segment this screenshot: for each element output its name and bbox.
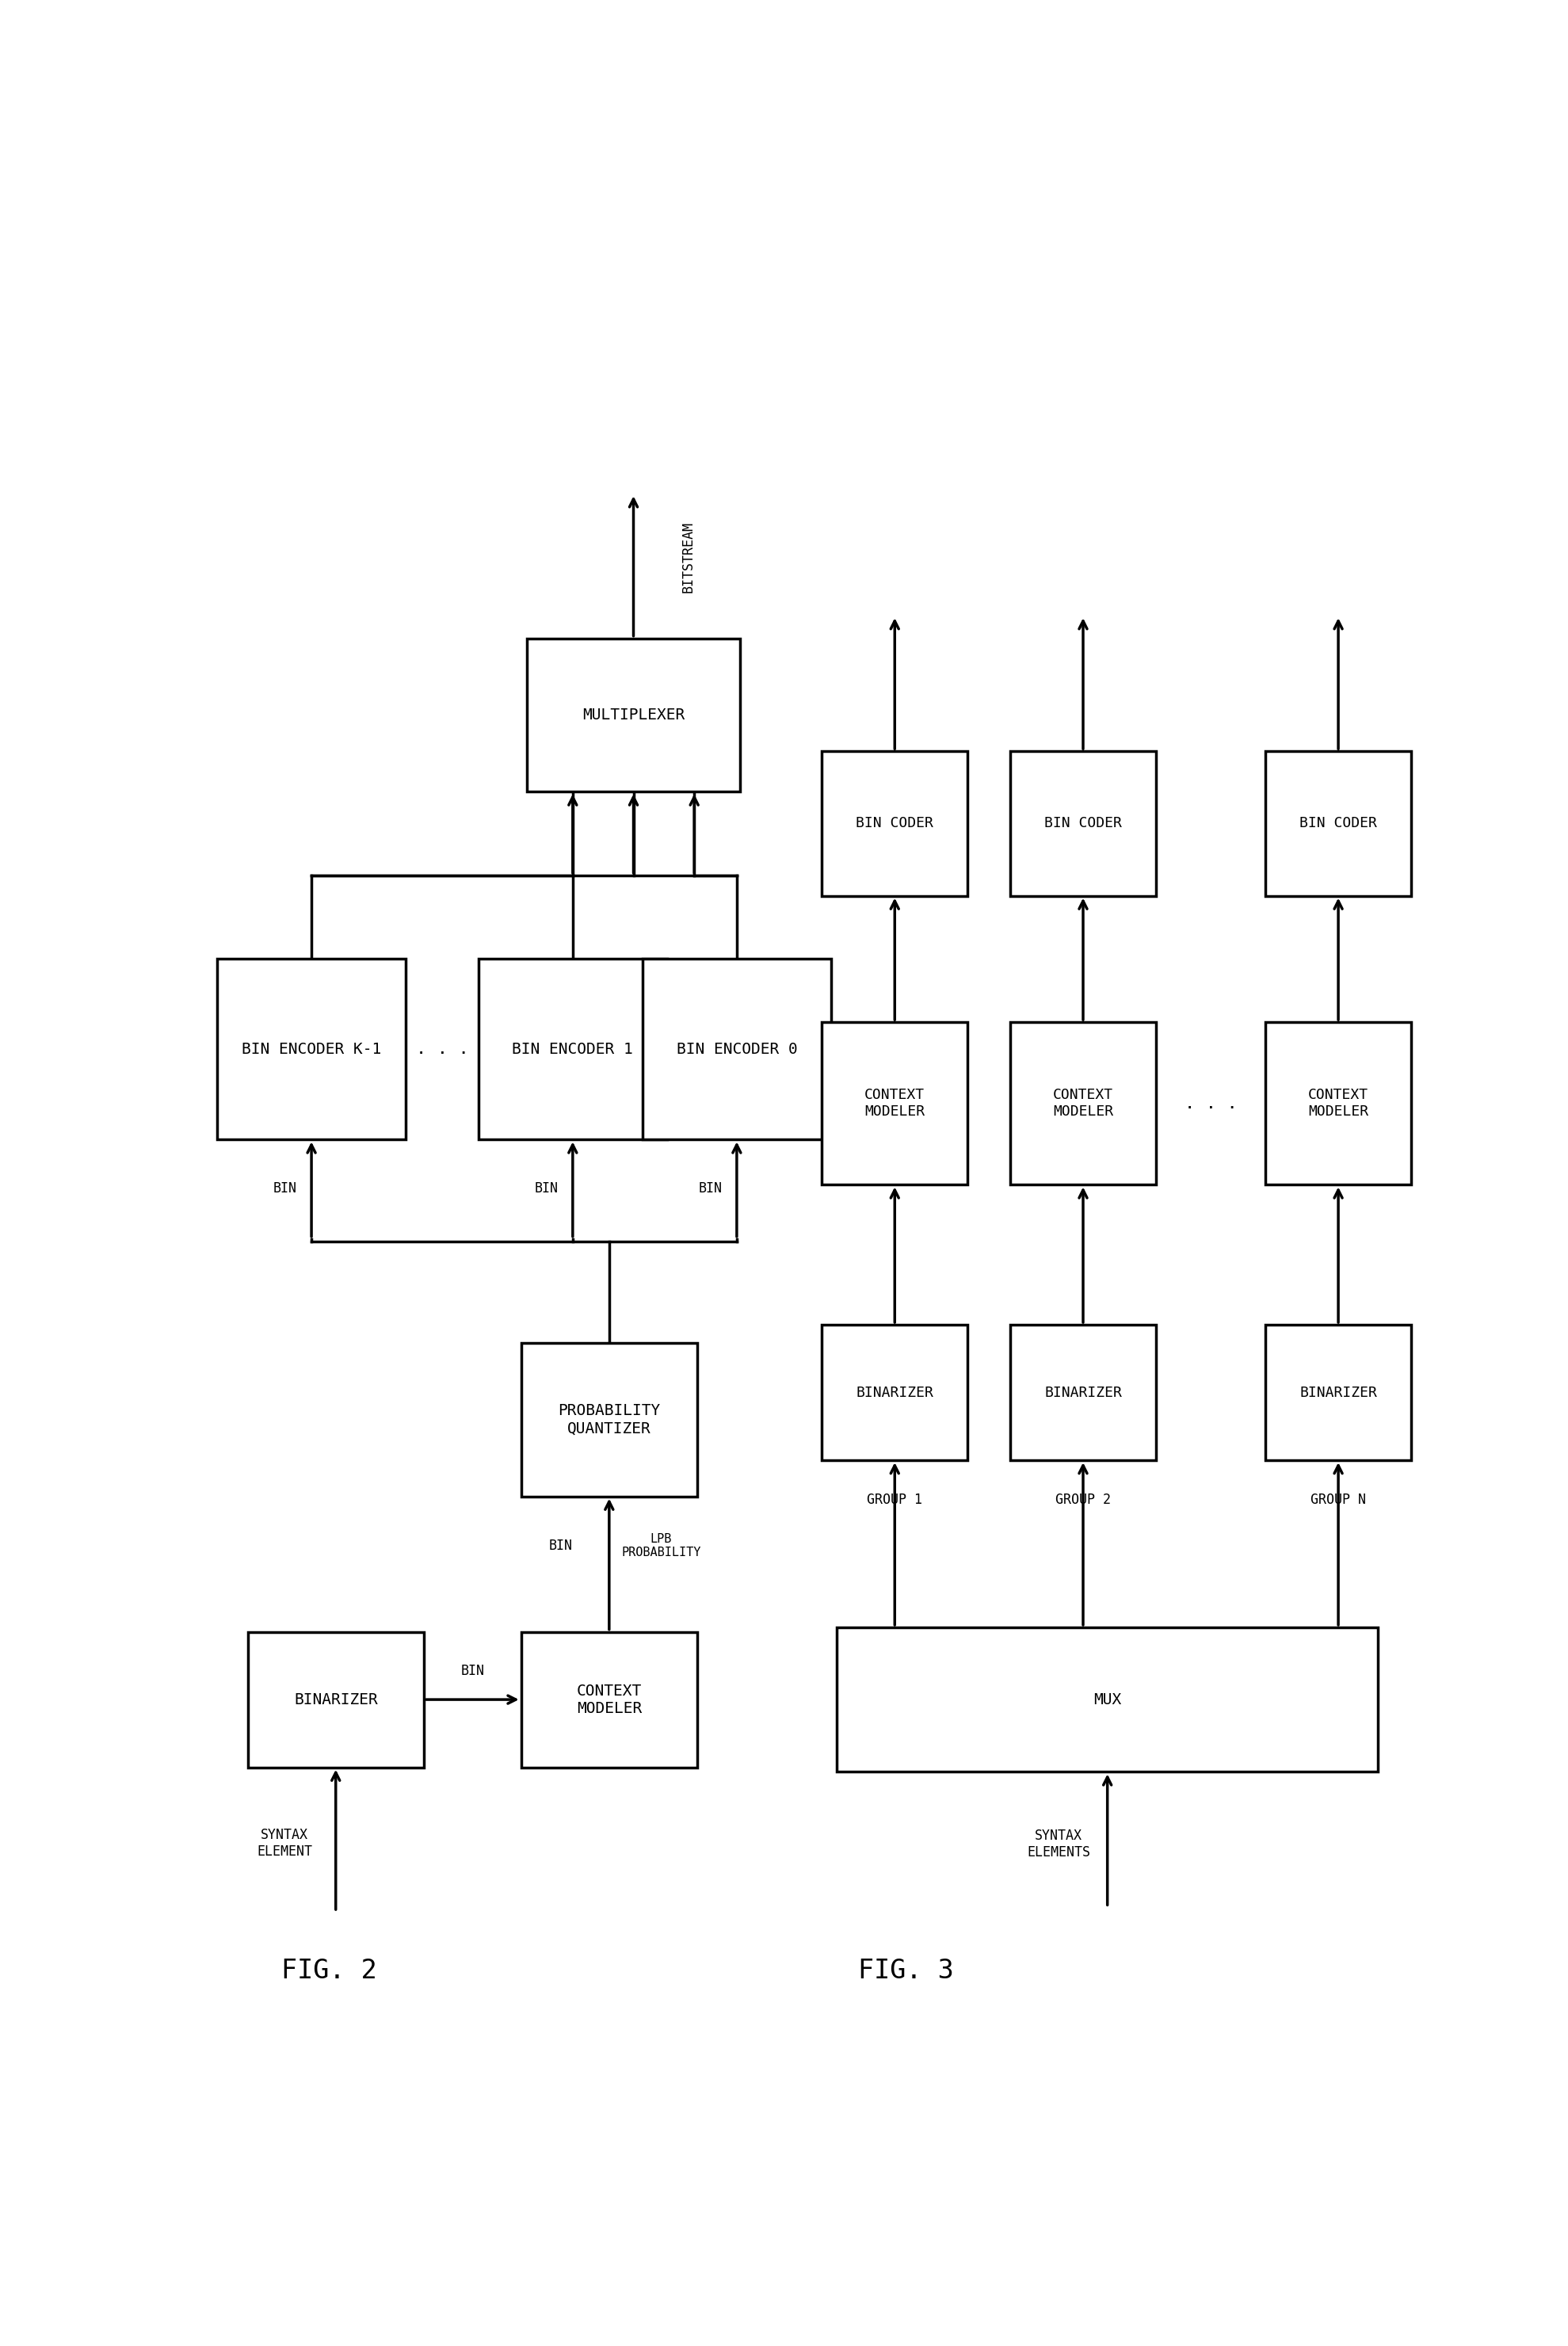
FancyBboxPatch shape bbox=[478, 960, 666, 1140]
FancyBboxPatch shape bbox=[1265, 1325, 1411, 1459]
Text: . . .: . . . bbox=[416, 1042, 469, 1058]
FancyBboxPatch shape bbox=[822, 751, 967, 896]
Text: BIN CODER: BIN CODER bbox=[856, 816, 933, 830]
Text: BIN ENCODER K-1: BIN ENCODER K-1 bbox=[241, 1042, 381, 1056]
Text: GROUP 1: GROUP 1 bbox=[867, 1492, 922, 1506]
Text: CONTEXT
MODELER: CONTEXT MODELER bbox=[1054, 1089, 1113, 1119]
Text: SYNTAX
ELEMENTS: SYNTAX ELEMENTS bbox=[1027, 1828, 1090, 1860]
Text: . . .: . . . bbox=[1184, 1096, 1237, 1112]
Text: FIG. 3: FIG. 3 bbox=[858, 1957, 953, 1985]
Text: BIN ENCODER 1: BIN ENCODER 1 bbox=[513, 1042, 633, 1056]
FancyBboxPatch shape bbox=[1265, 751, 1411, 896]
Text: BIN: BIN bbox=[549, 1539, 572, 1553]
FancyBboxPatch shape bbox=[527, 638, 740, 793]
Text: BIN: BIN bbox=[273, 1182, 296, 1196]
Text: BIN: BIN bbox=[535, 1182, 558, 1196]
Text: GROUP 2: GROUP 2 bbox=[1055, 1492, 1110, 1506]
Text: SYNTAX
ELEMENT: SYNTAX ELEMENT bbox=[257, 1828, 312, 1858]
FancyBboxPatch shape bbox=[218, 960, 406, 1140]
FancyBboxPatch shape bbox=[822, 1023, 967, 1185]
FancyBboxPatch shape bbox=[643, 960, 831, 1140]
Text: BIN: BIN bbox=[698, 1182, 723, 1196]
FancyBboxPatch shape bbox=[1010, 1023, 1156, 1185]
Text: BIN: BIN bbox=[461, 1663, 485, 1677]
Text: BIN ENCODER 0: BIN ENCODER 0 bbox=[676, 1042, 797, 1056]
Text: BIN CODER: BIN CODER bbox=[1044, 816, 1121, 830]
FancyBboxPatch shape bbox=[822, 1325, 967, 1459]
Text: BINARIZER: BINARIZER bbox=[1044, 1386, 1121, 1401]
Text: CONTEXT
MODELER: CONTEXT MODELER bbox=[864, 1089, 925, 1119]
FancyBboxPatch shape bbox=[521, 1633, 698, 1767]
FancyBboxPatch shape bbox=[837, 1628, 1378, 1771]
FancyBboxPatch shape bbox=[1010, 1325, 1156, 1459]
Text: BITSTREAM: BITSTREAM bbox=[681, 521, 695, 594]
Text: CONTEXT
MODELER: CONTEXT MODELER bbox=[577, 1684, 641, 1715]
FancyBboxPatch shape bbox=[248, 1633, 423, 1767]
Text: MUX: MUX bbox=[1093, 1691, 1121, 1708]
Text: BINARIZER: BINARIZER bbox=[1300, 1386, 1377, 1401]
Text: MULTIPLEXER: MULTIPLEXER bbox=[582, 708, 685, 723]
Text: BIN CODER: BIN CODER bbox=[1300, 816, 1377, 830]
FancyBboxPatch shape bbox=[1265, 1023, 1411, 1185]
Text: CONTEXT
MODELER: CONTEXT MODELER bbox=[1308, 1089, 1369, 1119]
Text: BINARIZER: BINARIZER bbox=[293, 1691, 378, 1708]
FancyBboxPatch shape bbox=[521, 1342, 698, 1497]
Text: GROUP N: GROUP N bbox=[1311, 1492, 1366, 1506]
Text: PROBABILITY
QUANTIZER: PROBABILITY QUANTIZER bbox=[558, 1403, 660, 1436]
FancyBboxPatch shape bbox=[1010, 751, 1156, 896]
Text: BINARIZER: BINARIZER bbox=[856, 1386, 933, 1401]
Text: FIG. 2: FIG. 2 bbox=[281, 1957, 376, 1985]
Text: LPB
PROBABILITY: LPB PROBABILITY bbox=[621, 1534, 701, 1558]
